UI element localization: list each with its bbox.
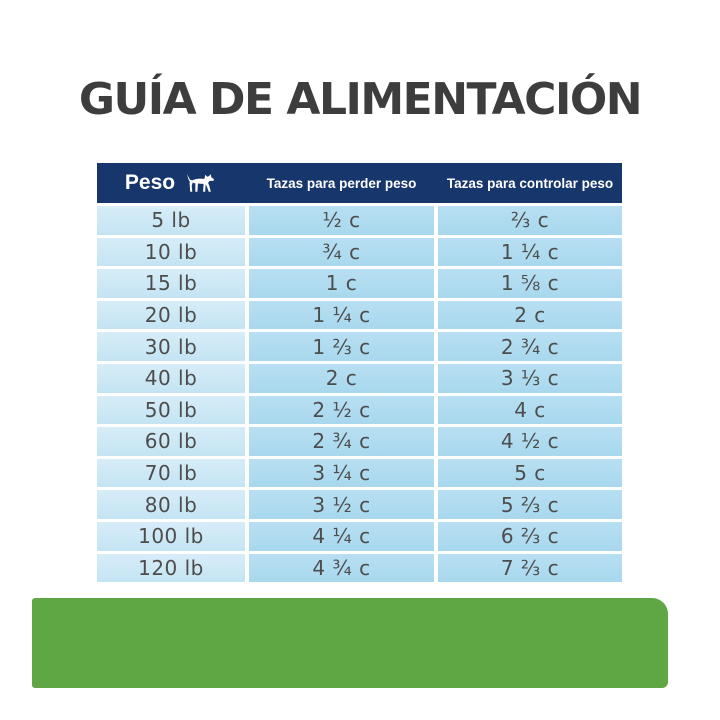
table-body: 5 lb ½ c ⅔ c 10 lb ¾ c 1 ¼ c 15 lb 1 c 1…	[97, 206, 622, 583]
table-row: 10 lb ¾ c 1 ¼ c	[97, 237, 622, 267]
control-cups-cell: ⅔ c	[438, 206, 622, 235]
control-cups-cell: 2 ¾ c	[438, 332, 622, 361]
table-row: 15 lb 1 c 1 ⅝ c	[97, 269, 622, 298]
table-row: 50 lb 2 ½ c 4 c	[97, 395, 622, 425]
table-row: 5 lb ½ c ⅔ c	[97, 206, 622, 235]
control-cups-cell: 1 ⅝ c	[438, 269, 622, 298]
header-control-cups: Tazas para controlar peso	[446, 175, 614, 191]
lose-cups-cell: 4 ¾ c	[249, 553, 434, 583]
weight-cell: 20 lb	[97, 300, 245, 330]
weight-cell: 5 lb	[97, 206, 245, 235]
control-cups-cell: 5 c	[438, 458, 622, 488]
table-row: 100 lb 4 ¼ c 6 ⅔ c	[97, 521, 622, 551]
control-cups-cell: 5 ⅔ c	[438, 490, 622, 519]
lose-cups-cell: 4 ¼ c	[249, 521, 434, 551]
table-row: 120 lb 4 ¾ c 7 ⅔ c	[97, 553, 622, 583]
lose-cups-cell: 1 ⅔ c	[249, 332, 434, 361]
weight-cell: 60 lb	[97, 427, 245, 456]
weight-cell: 50 lb	[97, 395, 245, 425]
table-row: 40 lb 2 c 3 ⅓ c	[97, 363, 622, 393]
footer-green-bar	[32, 598, 668, 688]
weight-cell: 120 lb	[97, 553, 245, 583]
lose-cups-cell: 2 ½ c	[249, 395, 434, 425]
table-row: 70 lb 3 ¼ c 5 c	[97, 458, 622, 488]
weight-cell: 30 lb	[97, 332, 245, 361]
control-cups-cell: 4 c	[438, 395, 622, 425]
weight-cell: 15 lb	[97, 269, 245, 298]
lose-cups-cell: 3 ¼ c	[249, 458, 434, 488]
weight-cell: 100 lb	[97, 521, 245, 551]
lose-cups-cell: 3 ½ c	[249, 490, 434, 519]
feeding-guide-table: Peso Tazas para perder peso Tazas para c…	[97, 163, 622, 583]
weight-cell: 70 lb	[97, 458, 245, 488]
lose-cups-cell: 2 c	[249, 363, 434, 393]
table-row: 60 lb 2 ¾ c 4 ½ c	[97, 427, 622, 456]
control-cups-cell: 6 ⅔ c	[438, 521, 622, 551]
lose-cups-cell: ½ c	[249, 206, 434, 235]
table-row: 80 lb 3 ½ c 5 ⅔ c	[97, 490, 622, 519]
weight-cell: 10 lb	[97, 237, 245, 267]
control-cups-cell: 1 ¼ c	[438, 237, 622, 267]
header-weight: Peso	[97, 163, 245, 203]
control-cups-cell: 4 ½ c	[438, 427, 622, 456]
header-weight-label: Peso	[124, 171, 176, 194]
weight-cell: 40 lb	[97, 363, 245, 393]
control-cups-cell: 7 ⅔ c	[438, 553, 622, 583]
lose-cups-cell: ¾ c	[249, 237, 434, 267]
dog-icon	[184, 172, 217, 195]
lose-cups-cell: 1 c	[249, 269, 434, 298]
table-row: 30 lb 1 ⅔ c 2 ¾ c	[97, 332, 622, 361]
page-title: GUÍA DE ALIMENTACIÓN	[78, 74, 643, 125]
control-cups-cell: 3 ⅓ c	[438, 363, 622, 393]
table-row: 20 lb 1 ¼ c 2 c	[97, 300, 622, 330]
table-header-row: Peso Tazas para perder peso Tazas para c…	[97, 163, 622, 203]
header-lose-cups: Tazas para perder peso	[266, 175, 417, 191]
control-cups-cell: 2 c	[438, 300, 622, 330]
lose-cups-cell: 2 ¾ c	[249, 427, 434, 456]
weight-cell: 80 lb	[97, 490, 245, 519]
lose-cups-cell: 1 ¼ c	[249, 300, 434, 330]
